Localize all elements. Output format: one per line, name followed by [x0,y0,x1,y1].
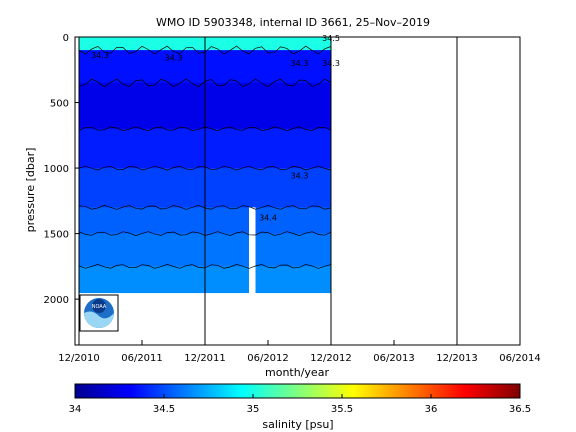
x-axis: 12/2010 06/2011 12/2011 06/2012 12/2012 06/20… [58,340,541,364]
contour-label: 34.3 [165,54,183,63]
year-lines [78,37,458,345]
noaa-logo: NOAA [79,294,119,332]
colorbar-label: salinity [psu] [262,418,333,431]
data-gap [249,207,256,295]
y-tick-label: 1000 [44,164,69,175]
y-tick-label: 2000 [44,295,69,306]
x-tick-label: 06/2014 [499,353,541,364]
y-axis-label: pressure [dbar] [24,148,37,233]
x-tick-label: 12/2011 [184,353,226,364]
y-tick-label: 1500 [44,230,69,241]
x-tick-label: 12/2013 [436,353,478,364]
y-tick-label: 500 [50,99,69,110]
logo-text: NOAA [92,304,107,310]
y-tick-label: 0 [63,33,69,44]
contour-label: 34.3 [291,59,309,68]
x-tick-label: 12/2010 [58,353,100,364]
contour-label: 34.3 [91,51,109,60]
colorbar-tick-label: 35.5 [331,404,353,415]
contour-label: 34.4 [259,213,277,222]
colorbar-tick-label: 35 [247,404,260,415]
x-axis-label: month/year [265,366,329,379]
colorbar-tick-label: 36.5 [509,404,531,415]
colorbar-tick-label: 36 [425,404,438,415]
x-tick-label: 12/2012 [310,353,352,364]
x-tick-label: 06/2013 [373,353,415,364]
x-tick-label: 06/2011 [121,353,163,364]
colorbar-tick-label: 34.5 [153,404,175,415]
colorbar-tick-label: 34 [69,404,82,415]
colorbar-ticks: 34 34.5 35 35.5 36 36.5 [69,394,531,415]
plot-frame [74,36,521,346]
colorbar [74,383,521,399]
x-tick-label: 06/2012 [247,353,289,364]
contour-label: 34.3 [291,172,309,181]
chart-title: WMO ID 5903348, internal ID 3661, 25–Nov… [156,16,430,29]
y-axis: 0 500 1000 1500 2000 [44,33,80,306]
